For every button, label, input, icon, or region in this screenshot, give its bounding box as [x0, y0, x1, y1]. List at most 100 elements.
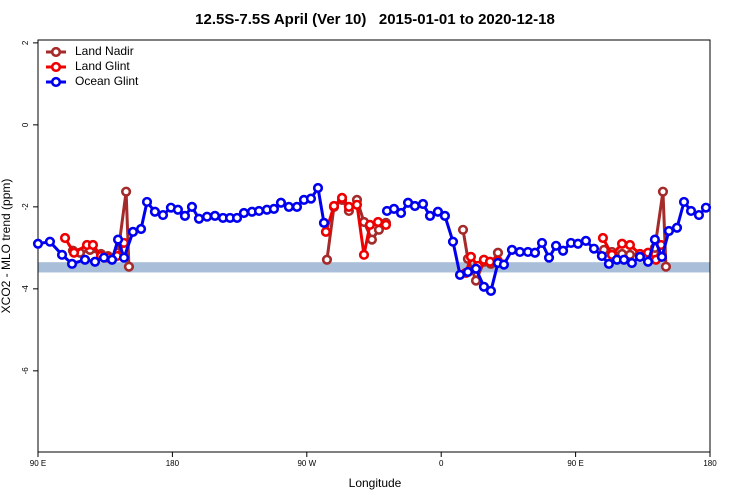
data-point [312, 182, 324, 194]
data-point [597, 232, 609, 244]
data-point [624, 239, 636, 251]
data-point [56, 249, 68, 260]
legend-label: Land Nadir [75, 44, 134, 58]
x-tick-label: 90 E [567, 459, 583, 468]
data-point [98, 252, 110, 263]
data-point [478, 281, 490, 292]
data-point [596, 250, 607, 262]
data-point [127, 226, 139, 237]
y-tick-label: -2 [21, 203, 30, 211]
data-point [409, 200, 421, 212]
data-point [462, 266, 474, 278]
data-point [618, 254, 630, 265]
data-point [118, 252, 130, 263]
data-point [123, 261, 135, 272]
data-point [318, 217, 330, 228]
data-point [572, 238, 584, 249]
data-point [121, 186, 132, 197]
legend-marker [50, 61, 62, 73]
data-point [372, 216, 384, 228]
data-point [432, 206, 444, 217]
data-point [320, 226, 332, 237]
x-tick-label: 180 [166, 459, 180, 468]
data-point [616, 238, 628, 249]
data-point [700, 202, 712, 213]
y-tick-label: 2 [21, 40, 30, 45]
data-point [201, 211, 213, 222]
data-point [485, 285, 497, 296]
data-point [141, 196, 153, 208]
x-tick-label: 0 [439, 459, 444, 468]
data-point [380, 219, 392, 230]
y-axis-label: XCO2 - MLO trend (ppm) [0, 179, 13, 314]
data-point [514, 246, 525, 258]
data-point [32, 238, 44, 249]
data-point [68, 247, 80, 258]
data-point [492, 247, 504, 258]
x-tick-label: 90 W [297, 459, 316, 468]
data-point [498, 259, 510, 270]
data-point [79, 254, 91, 265]
data-point [66, 258, 78, 269]
data-point [135, 223, 147, 235]
legend-marker [50, 76, 62, 88]
data-point [283, 201, 294, 212]
x-axis-label: Longitude [349, 476, 402, 490]
data-point [231, 212, 243, 224]
data-point [439, 210, 451, 221]
data-point [112, 234, 124, 245]
data-point [671, 222, 683, 233]
x-tick-label: 180 [703, 459, 717, 468]
chart-title: 12.5S-7.5S April (Ver 10) 2015-01-01 to … [195, 11, 555, 28]
data-point [364, 219, 376, 230]
data-point [603, 258, 615, 269]
data-point [106, 254, 118, 265]
data-point [657, 186, 669, 197]
data-point [649, 234, 660, 245]
data-point [678, 196, 690, 208]
data-point [193, 213, 205, 224]
data-point [693, 209, 705, 221]
y-tick-label: 0 [21, 122, 30, 127]
data-point [580, 235, 592, 246]
data-point [351, 199, 363, 210]
data-point [253, 205, 265, 217]
data-point [626, 257, 637, 269]
data-point [328, 200, 340, 212]
data-point [358, 249, 370, 260]
data-point [366, 234, 378, 245]
data-point [291, 201, 303, 212]
reference-band [38, 262, 710, 273]
data-point [470, 263, 482, 274]
data-point [660, 261, 672, 272]
y-tick-label: -4 [21, 285, 30, 293]
data-point [457, 224, 469, 235]
data-point [343, 201, 355, 212]
legend-label: Ocean Glint [75, 74, 139, 88]
data-point [484, 256, 496, 267]
data-point [87, 239, 99, 251]
data-point [149, 206, 161, 217]
data-point [157, 209, 169, 221]
data-point [447, 236, 459, 247]
data-point [424, 210, 436, 221]
data-point [305, 193, 317, 204]
legend-marker [50, 46, 62, 58]
data-point [465, 251, 477, 262]
data-point [238, 207, 250, 219]
data-point [685, 205, 697, 217]
data-point [179, 210, 191, 221]
data-point [417, 198, 429, 210]
data-point [663, 225, 675, 237]
x-tick-label: 90 E [30, 459, 46, 468]
data-point [89, 256, 101, 267]
data-point [186, 201, 198, 212]
data-point [388, 203, 400, 214]
data-point [634, 251, 646, 262]
data-point [336, 192, 348, 203]
data-point [172, 204, 184, 215]
data-point [454, 269, 466, 281]
data-point [321, 254, 333, 265]
data-point [557, 245, 569, 256]
